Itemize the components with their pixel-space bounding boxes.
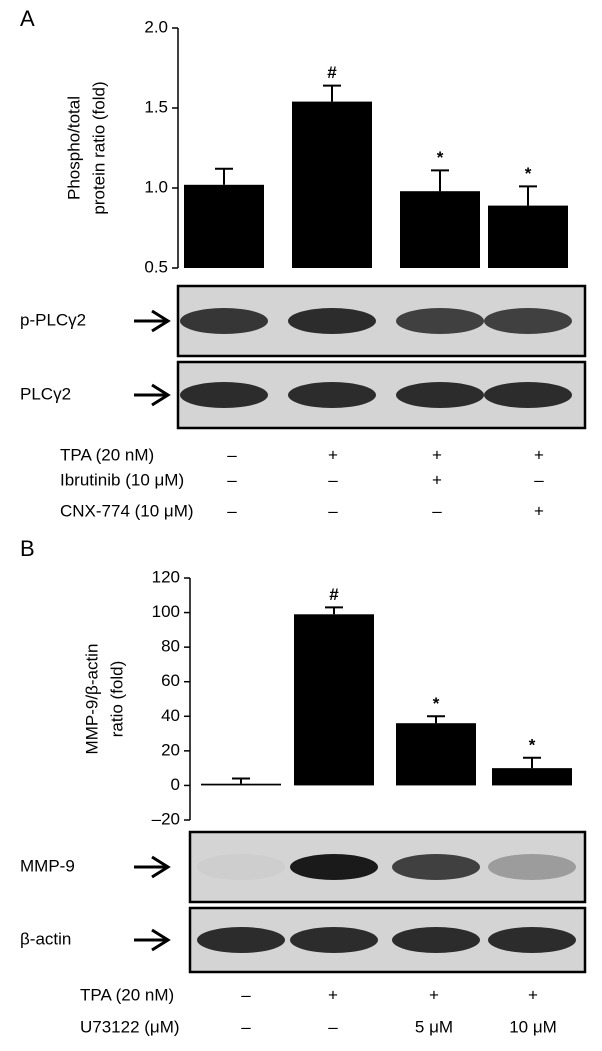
blot-band — [288, 308, 376, 334]
y-tick-label: 2.0 — [144, 17, 168, 36]
panel-letter: B — [20, 536, 35, 561]
error-bar — [232, 777, 250, 784]
treatment-label: TPA (20 nM) — [60, 445, 154, 464]
y-axis-label: protein ratio (fold) — [89, 81, 108, 214]
treatment-sign: – — [328, 1017, 338, 1036]
treatment-sign: + — [534, 445, 544, 464]
blot-band — [288, 382, 376, 408]
blot-band — [484, 382, 572, 408]
y-tick-label: 80 — [161, 637, 180, 656]
treatment-sign: – — [227, 445, 237, 464]
treatment-sign: + — [328, 445, 338, 464]
bar — [396, 723, 476, 786]
y-tick-label: 100 — [152, 602, 180, 621]
treatment-label: Ibrutinib (10 μM) — [60, 470, 184, 489]
blot-label: PLCγ2 — [20, 384, 71, 403]
significance-mark: # — [329, 585, 339, 604]
blot-band — [488, 927, 576, 953]
blot-arrow — [134, 383, 171, 407]
error-bar — [523, 756, 541, 769]
error-bar — [427, 715, 445, 724]
treatment-sign: 5 μM — [415, 1017, 453, 1036]
treatment-sign: + — [328, 985, 338, 1004]
significance-mark: * — [525, 164, 532, 183]
significance-mark: # — [327, 63, 337, 82]
blot-label: p-PLCγ2 — [20, 310, 86, 329]
blot-arrow — [134, 928, 171, 952]
blot-band — [396, 308, 484, 334]
treatment-sign: + — [534, 501, 544, 520]
treatment-sign: + — [429, 985, 439, 1004]
blot-band — [180, 382, 268, 408]
y-tick-label: 0.5 — [144, 257, 168, 276]
y-tick-label: 0 — [171, 775, 180, 794]
error-bar — [215, 167, 233, 185]
y-tick-label: 20 — [161, 740, 180, 759]
treatment-sign: – — [328, 470, 338, 489]
bar — [184, 184, 264, 268]
error-bar — [431, 169, 449, 192]
blot-band — [488, 854, 576, 880]
treatment-sign: + — [528, 985, 538, 1004]
blot-band — [392, 927, 480, 953]
treatment-sign: – — [227, 501, 237, 520]
blot-band — [290, 927, 378, 953]
blot-label: β-actin — [20, 929, 71, 948]
blot-band — [197, 854, 285, 880]
treatment-label: U73122 (μM) — [80, 1017, 180, 1036]
y-tick-label: –20 — [152, 809, 180, 828]
treatment-sign: – — [328, 501, 338, 520]
treatment-sign: – — [432, 501, 442, 520]
error-bar — [519, 185, 537, 206]
blot-arrow — [134, 855, 171, 879]
treatment-label: CNX-774 (10 μM) — [60, 501, 194, 520]
treatment-sign: + — [432, 470, 442, 489]
y-axis-label: ratio (fold) — [107, 661, 126, 738]
y-tick-label: 120 — [152, 567, 180, 586]
y-tick-label: 1.5 — [144, 97, 168, 116]
treatment-label: TPA (20 nM) — [80, 985, 174, 1004]
bar — [292, 101, 372, 268]
treatment-sign: 10 μM — [509, 1017, 557, 1036]
y-axis-label: MMP-9/β-actin — [82, 644, 101, 755]
panel-letter: A — [20, 6, 35, 31]
blot-label: MMP-9 — [20, 856, 75, 875]
blot-band — [290, 854, 378, 880]
y-tick-label: 60 — [161, 671, 180, 690]
y-tick-label: 1.0 — [144, 177, 168, 196]
blot-frame — [188, 830, 587, 904]
blot-arrow — [134, 309, 171, 333]
treatment-sign: – — [241, 985, 251, 1004]
blot-band — [392, 854, 480, 880]
bar — [488, 205, 568, 268]
blot-band — [180, 308, 268, 334]
error-bar — [325, 606, 343, 615]
bar — [294, 614, 374, 786]
significance-mark: * — [433, 694, 440, 713]
blot-band — [396, 382, 484, 408]
significance-mark: * — [529, 735, 536, 754]
y-axis-label: Phospho/total — [64, 96, 83, 200]
treatment-sign: – — [241, 1017, 251, 1036]
error-bar — [323, 84, 341, 102]
y-tick-label: 40 — [161, 706, 180, 725]
treatment-sign: – — [534, 470, 544, 489]
bar — [201, 783, 281, 786]
bar — [400, 191, 480, 268]
treatment-sign: – — [227, 470, 237, 489]
significance-mark: * — [437, 148, 444, 167]
treatment-sign: + — [432, 445, 442, 464]
blot-band — [484, 308, 572, 334]
blot-band — [197, 927, 285, 953]
bar — [492, 768, 572, 786]
